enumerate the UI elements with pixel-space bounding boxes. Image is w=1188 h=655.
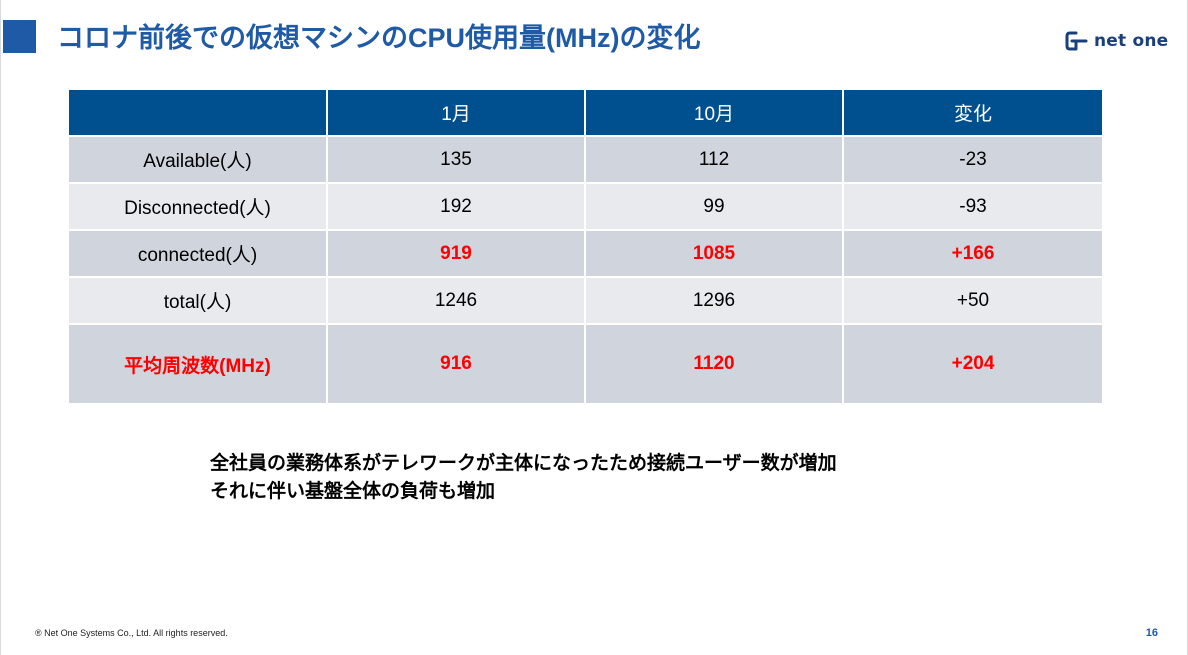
slide-title: コロナ前後での仮想マシンのCPU使用量(MHz)の変化 bbox=[57, 23, 701, 53]
table-row-connected: connected(人) 919 1085 +166 bbox=[69, 231, 1102, 278]
cell-october: 112 bbox=[586, 137, 844, 184]
cpu-usage-table: 1月 10月 変化 Available(人) 135 112 -23 Disco… bbox=[69, 90, 1102, 403]
header-corner bbox=[69, 90, 328, 137]
table-row-disconnected: Disconnected(人) 192 99 -93 bbox=[69, 184, 1102, 231]
cell-october: 1296 bbox=[586, 278, 844, 325]
row-label: Disconnected(人) bbox=[69, 184, 328, 231]
slide-border-left bbox=[0, 0, 1, 655]
cell-january: 1246 bbox=[328, 278, 586, 325]
netone-logo-icon bbox=[1065, 31, 1088, 51]
note-line-2: それに伴い基盤全体の負荷も増加 bbox=[210, 481, 496, 502]
cell-january: 916 bbox=[328, 325, 586, 403]
netone-logo: net one bbox=[1064, 28, 1168, 54]
summary-note: 全社員の業務体系がテレワークが主体になったため接続ユーザー数が増加 それに伴い基… bbox=[210, 450, 837, 506]
cell-october: 99 bbox=[586, 184, 844, 231]
cell-change: +204 bbox=[844, 325, 1102, 403]
cell-change: -93 bbox=[844, 184, 1102, 231]
row-label: connected(人) bbox=[69, 231, 328, 278]
copyright-text: ® Net One Systems Co., Ltd. All rights r… bbox=[35, 628, 228, 638]
cell-change: +50 bbox=[844, 278, 1102, 325]
note-line-1: 全社員の業務体系がテレワークが主体になったため接続ユーザー数が増加 bbox=[210, 453, 837, 474]
row-label: 平均周波数(MHz) bbox=[69, 325, 328, 403]
title-accent-square bbox=[3, 20, 36, 53]
page-number: 16 bbox=[1145, 627, 1158, 639]
cell-january: 919 bbox=[328, 231, 586, 278]
cell-january: 192 bbox=[328, 184, 586, 231]
table-header-row: 1月 10月 変化 bbox=[69, 90, 1102, 137]
cell-change: -23 bbox=[844, 137, 1102, 184]
row-label: Available(人) bbox=[69, 137, 328, 184]
logo-text: net one bbox=[1094, 31, 1169, 51]
header-change: 変化 bbox=[844, 90, 1102, 137]
cell-january: 135 bbox=[328, 137, 586, 184]
header-october: 10月 bbox=[586, 90, 844, 137]
cell-october: 1120 bbox=[586, 325, 844, 403]
table-row-available: Available(人) 135 112 -23 bbox=[69, 137, 1102, 184]
header-january: 1月 bbox=[328, 90, 586, 137]
table-row-avg-frequency: 平均周波数(MHz) 916 1120 +204 bbox=[69, 325, 1102, 403]
row-label: total(人) bbox=[69, 278, 328, 325]
cell-october: 1085 bbox=[586, 231, 844, 278]
cell-change: +166 bbox=[844, 231, 1102, 278]
table-row-total: total(人) 1246 1296 +50 bbox=[69, 278, 1102, 325]
